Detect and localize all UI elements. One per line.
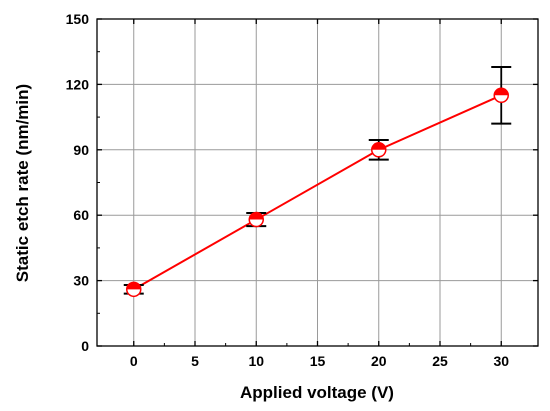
x-axis-title: Applied voltage (V) — [240, 383, 394, 402]
x-tick-label: 25 — [432, 353, 448, 369]
data-point-top-half — [126, 282, 141, 290]
y-tick-label: 120 — [66, 76, 90, 92]
plot-frame — [96, 18, 539, 347]
x-tick-label: 30 — [493, 353, 509, 369]
x-tick-label: 10 — [248, 353, 264, 369]
data-point-top-half — [371, 142, 386, 150]
y-axis-title: Static etch rate (nm/min) — [13, 84, 32, 282]
y-tick-label: 0 — [81, 338, 89, 354]
x-tick-label: 5 — [191, 353, 199, 369]
y-tick-label: 30 — [73, 273, 89, 289]
series-layer — [123, 65, 512, 298]
ticks: 0 5 10 15 20 25 30 0 30 60 90 120 150 — [66, 11, 538, 369]
data-point-top-half — [249, 212, 264, 220]
y-tick-label: 90 — [73, 142, 89, 158]
data-point-top-half — [494, 88, 509, 96]
x-tick-label: 0 — [130, 353, 138, 369]
x-tick-label: 15 — [310, 353, 326, 369]
series-line — [133, 94, 502, 291]
y-tick-label: 60 — [73, 207, 89, 223]
x-tick-label: 20 — [371, 353, 387, 369]
y-tick-label: 150 — [66, 11, 90, 27]
